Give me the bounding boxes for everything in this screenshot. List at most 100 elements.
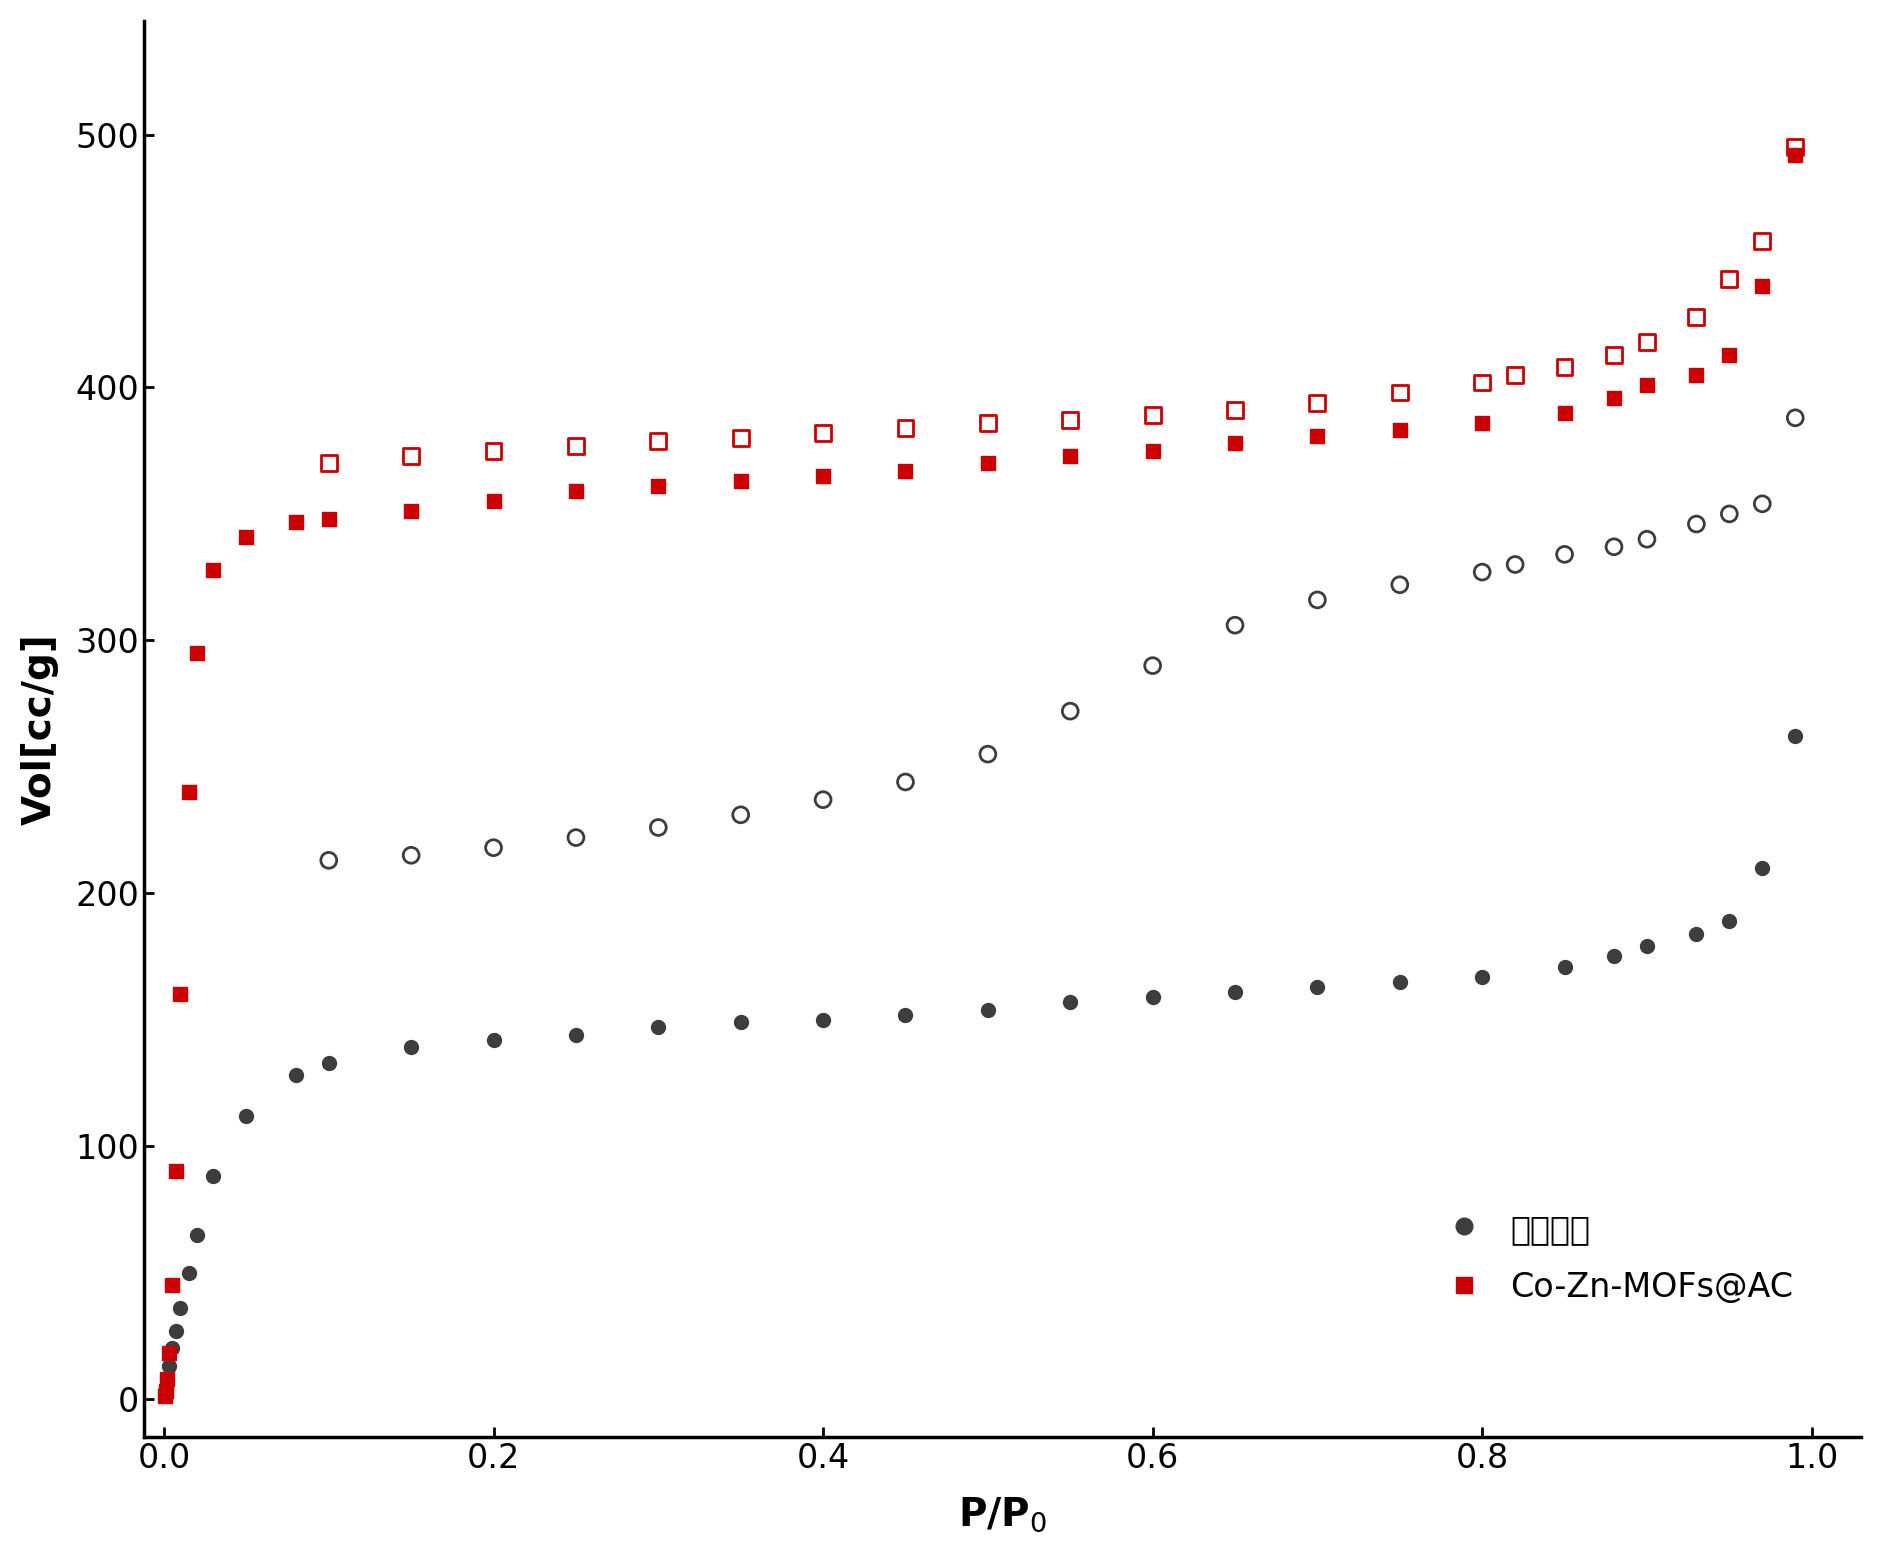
Point xyxy=(478,439,508,463)
Co-Zn-MOFs@AC xyxy=(152,1367,183,1392)
Point xyxy=(395,843,425,868)
Point xyxy=(1056,698,1086,723)
活性炭粉 xyxy=(1632,935,1662,959)
活性炭粉 xyxy=(1780,725,1810,750)
Point xyxy=(314,451,344,476)
X-axis label: P/P$_0$: P/P$_0$ xyxy=(958,1496,1046,1535)
活性炭粉 xyxy=(154,1354,184,1379)
Point xyxy=(1137,653,1167,678)
Point xyxy=(1632,527,1662,552)
Co-Zn-MOFs@AC xyxy=(151,1384,181,1409)
Co-Zn-MOFs@AC xyxy=(726,468,757,493)
Co-Zn-MOFs@AC xyxy=(807,463,837,488)
Point xyxy=(973,411,1003,435)
Co-Zn-MOFs@AC xyxy=(280,508,311,533)
活性炭粉 xyxy=(173,1260,203,1284)
Point xyxy=(726,802,757,827)
Point xyxy=(1302,390,1332,415)
活性炭粉 xyxy=(478,1028,508,1053)
Point xyxy=(1468,370,1498,395)
Point xyxy=(1500,552,1530,577)
活性炭粉 xyxy=(160,1319,190,1344)
Legend: 活性炭粉, Co-Zn-MOFs@AC: 活性炭粉, Co-Zn-MOFs@AC xyxy=(1427,1194,1810,1322)
Co-Zn-MOFs@AC xyxy=(231,524,262,549)
Point xyxy=(1385,572,1415,597)
Co-Zn-MOFs@AC xyxy=(1549,400,1579,425)
Point xyxy=(726,426,757,451)
Point xyxy=(1746,229,1777,253)
活性炭粉 xyxy=(1600,944,1630,969)
活性炭粉 xyxy=(561,1022,591,1047)
Point xyxy=(1220,613,1250,638)
Point xyxy=(1220,398,1250,423)
活性炭粉 xyxy=(158,1336,188,1361)
活性炭粉 xyxy=(314,1050,344,1075)
活性炭粉 xyxy=(807,1008,837,1033)
活性炭粉 xyxy=(1681,921,1711,945)
Co-Zn-MOFs@AC xyxy=(198,557,228,582)
Co-Zn-MOFs@AC xyxy=(1681,362,1711,387)
Y-axis label: Vol[cc/g]: Vol[cc/g] xyxy=(21,633,58,824)
Co-Zn-MOFs@AC xyxy=(1056,443,1086,468)
Co-Zn-MOFs@AC xyxy=(1468,411,1498,435)
Point xyxy=(395,443,425,468)
Co-Zn-MOFs@AC xyxy=(644,474,674,499)
活性炭粉 xyxy=(1220,980,1250,1005)
Point xyxy=(478,835,508,860)
Point xyxy=(1468,560,1498,585)
活性炭粉 xyxy=(1137,984,1167,1009)
Co-Zn-MOFs@AC xyxy=(151,1379,181,1404)
Co-Zn-MOFs@AC xyxy=(973,451,1003,476)
Co-Zn-MOFs@AC xyxy=(160,1158,190,1183)
Co-Zn-MOFs@AC xyxy=(395,499,425,524)
Co-Zn-MOFs@AC xyxy=(183,641,213,666)
Co-Zn-MOFs@AC xyxy=(1746,274,1777,299)
Point xyxy=(1056,407,1086,432)
活性炭粉 xyxy=(151,1381,181,1406)
活性炭粉 xyxy=(973,997,1003,1022)
Co-Zn-MOFs@AC xyxy=(173,779,203,804)
Point xyxy=(1137,403,1167,428)
Co-Zn-MOFs@AC xyxy=(154,1340,184,1365)
活性炭粉 xyxy=(644,1015,674,1040)
活性炭粉 xyxy=(1549,955,1579,980)
Co-Zn-MOFs@AC xyxy=(1220,431,1250,456)
活性炭粉 xyxy=(231,1104,262,1129)
Co-Zn-MOFs@AC xyxy=(890,459,920,484)
活性炭粉 xyxy=(726,1009,757,1034)
Point xyxy=(1780,135,1810,160)
Co-Zn-MOFs@AC xyxy=(561,479,591,504)
Point xyxy=(807,787,837,812)
Point xyxy=(973,742,1003,767)
Point xyxy=(890,415,920,440)
Point xyxy=(1780,406,1810,431)
活性炭粉 xyxy=(152,1367,183,1392)
活性炭粉 xyxy=(1302,975,1332,1000)
Co-Zn-MOFs@AC xyxy=(478,488,508,513)
Point xyxy=(890,770,920,795)
Point xyxy=(1600,342,1630,367)
Point xyxy=(1715,501,1745,526)
Point xyxy=(1549,543,1579,568)
活性炭粉 xyxy=(1468,964,1498,989)
活性炭粉 xyxy=(1056,989,1086,1014)
Point xyxy=(1385,379,1415,404)
Point xyxy=(1632,330,1662,355)
活性炭粉 xyxy=(1385,969,1415,994)
Point xyxy=(1600,535,1630,560)
活性炭粉 xyxy=(198,1165,228,1190)
Co-Zn-MOFs@AC xyxy=(1600,386,1630,411)
Point xyxy=(1746,491,1777,516)
Co-Zn-MOFs@AC xyxy=(1385,418,1415,443)
Point xyxy=(314,847,344,872)
Co-Zn-MOFs@AC xyxy=(1137,439,1167,463)
Point xyxy=(561,826,591,851)
Co-Zn-MOFs@AC xyxy=(314,507,344,532)
Point xyxy=(1549,355,1579,379)
活性炭粉 xyxy=(183,1222,213,1247)
Co-Zn-MOFs@AC xyxy=(1715,342,1745,367)
Co-Zn-MOFs@AC xyxy=(1780,143,1810,168)
Point xyxy=(644,428,674,453)
活性炭粉 xyxy=(1746,855,1777,880)
Co-Zn-MOFs@AC xyxy=(166,981,196,1006)
